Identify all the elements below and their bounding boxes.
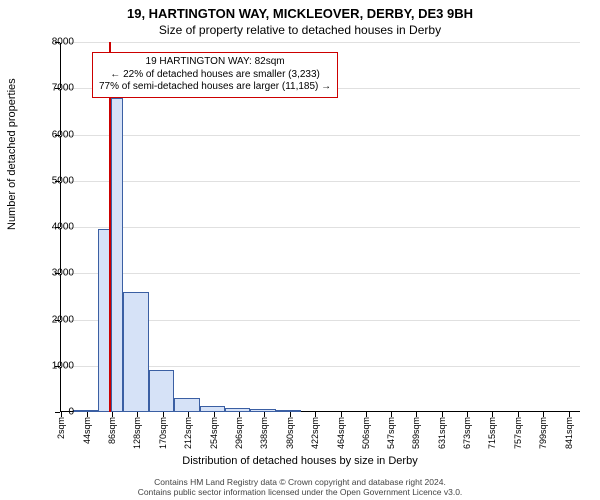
ytick-label: 7000 xyxy=(52,83,74,94)
ytick-mark xyxy=(55,412,60,413)
xtick-label: 44sqm xyxy=(82,417,92,444)
chart-title-address: 19, HARTINGTON WAY, MICKLEOVER, DERBY, D… xyxy=(0,0,600,22)
plot-area: 19 HARTINGTON WAY: 82sqm← 22% of detache… xyxy=(60,42,580,412)
footer-line1: Contains HM Land Registry data © Crown c… xyxy=(154,477,446,487)
footer-line2: Contains public sector information licen… xyxy=(138,487,463,497)
xtick-label: 631sqm xyxy=(437,417,447,449)
xtick-label: 422sqm xyxy=(310,417,320,449)
xtick-label: 128sqm xyxy=(132,417,142,449)
footer-attribution: Contains HM Land Registry data © Crown c… xyxy=(0,478,600,498)
xtick-label: 589sqm xyxy=(411,417,421,449)
x-axis-label: Distribution of detached houses by size … xyxy=(0,455,600,467)
xtick-label: 254sqm xyxy=(209,417,219,449)
xtick-label: 799sqm xyxy=(538,417,548,449)
grid-line xyxy=(60,273,580,274)
xtick-label: 170sqm xyxy=(158,417,168,449)
ytick-label: 2000 xyxy=(52,314,74,325)
histogram-bar xyxy=(123,292,148,412)
xtick-label: 338sqm xyxy=(259,417,269,449)
histogram-bar xyxy=(149,370,174,412)
histogram-bar xyxy=(73,410,98,412)
chart-container: 19, HARTINGTON WAY, MICKLEOVER, DERBY, D… xyxy=(0,0,600,500)
xtick-label: 2sqm xyxy=(56,417,66,439)
xtick-label: 757sqm xyxy=(513,417,523,449)
xtick-label: 380sqm xyxy=(285,417,295,449)
xtick-label: 86sqm xyxy=(107,417,117,444)
ytick-label: 4000 xyxy=(52,222,74,233)
grid-line xyxy=(60,135,580,136)
grid-line xyxy=(60,227,580,228)
ytick-label: 3000 xyxy=(52,268,74,279)
ytick-label: 6000 xyxy=(52,129,74,140)
ytick-label: 5000 xyxy=(52,175,74,186)
xtick-label: 841sqm xyxy=(564,417,574,449)
xtick-label: 464sqm xyxy=(336,417,346,449)
grid-line xyxy=(60,42,580,43)
subject-marker-line xyxy=(109,42,111,412)
annotation-box: 19 HARTINGTON WAY: 82sqm← 22% of detache… xyxy=(92,52,338,98)
ytick-label: 0 xyxy=(68,407,74,418)
histogram-bar xyxy=(225,408,250,412)
ytick-label: 1000 xyxy=(52,360,74,371)
xtick-label: 673sqm xyxy=(462,417,472,449)
ytick-label: 8000 xyxy=(52,37,74,48)
chart-title-desc: Size of property relative to detached ho… xyxy=(0,22,600,37)
xtick-label: 715sqm xyxy=(487,417,497,449)
grid-line xyxy=(60,181,580,182)
histogram-bar xyxy=(200,406,225,412)
annotation-line3: 77% of semi-detached houses are larger (… xyxy=(99,81,331,94)
xtick-label: 296sqm xyxy=(234,417,244,449)
histogram-bar xyxy=(111,98,124,413)
histogram-bar xyxy=(276,410,301,412)
annotation-line2: ← 22% of detached houses are smaller (3,… xyxy=(99,69,331,82)
histogram-bar xyxy=(250,409,275,412)
histogram-bar xyxy=(174,398,199,412)
y-axis-label: Number of detached properties xyxy=(6,78,18,230)
xtick-label: 506sqm xyxy=(361,417,371,449)
xtick-label: 547sqm xyxy=(386,417,396,449)
annotation-line1: 19 HARTINGTON WAY: 82sqm xyxy=(99,56,331,69)
xtick-label: 212sqm xyxy=(183,417,193,449)
